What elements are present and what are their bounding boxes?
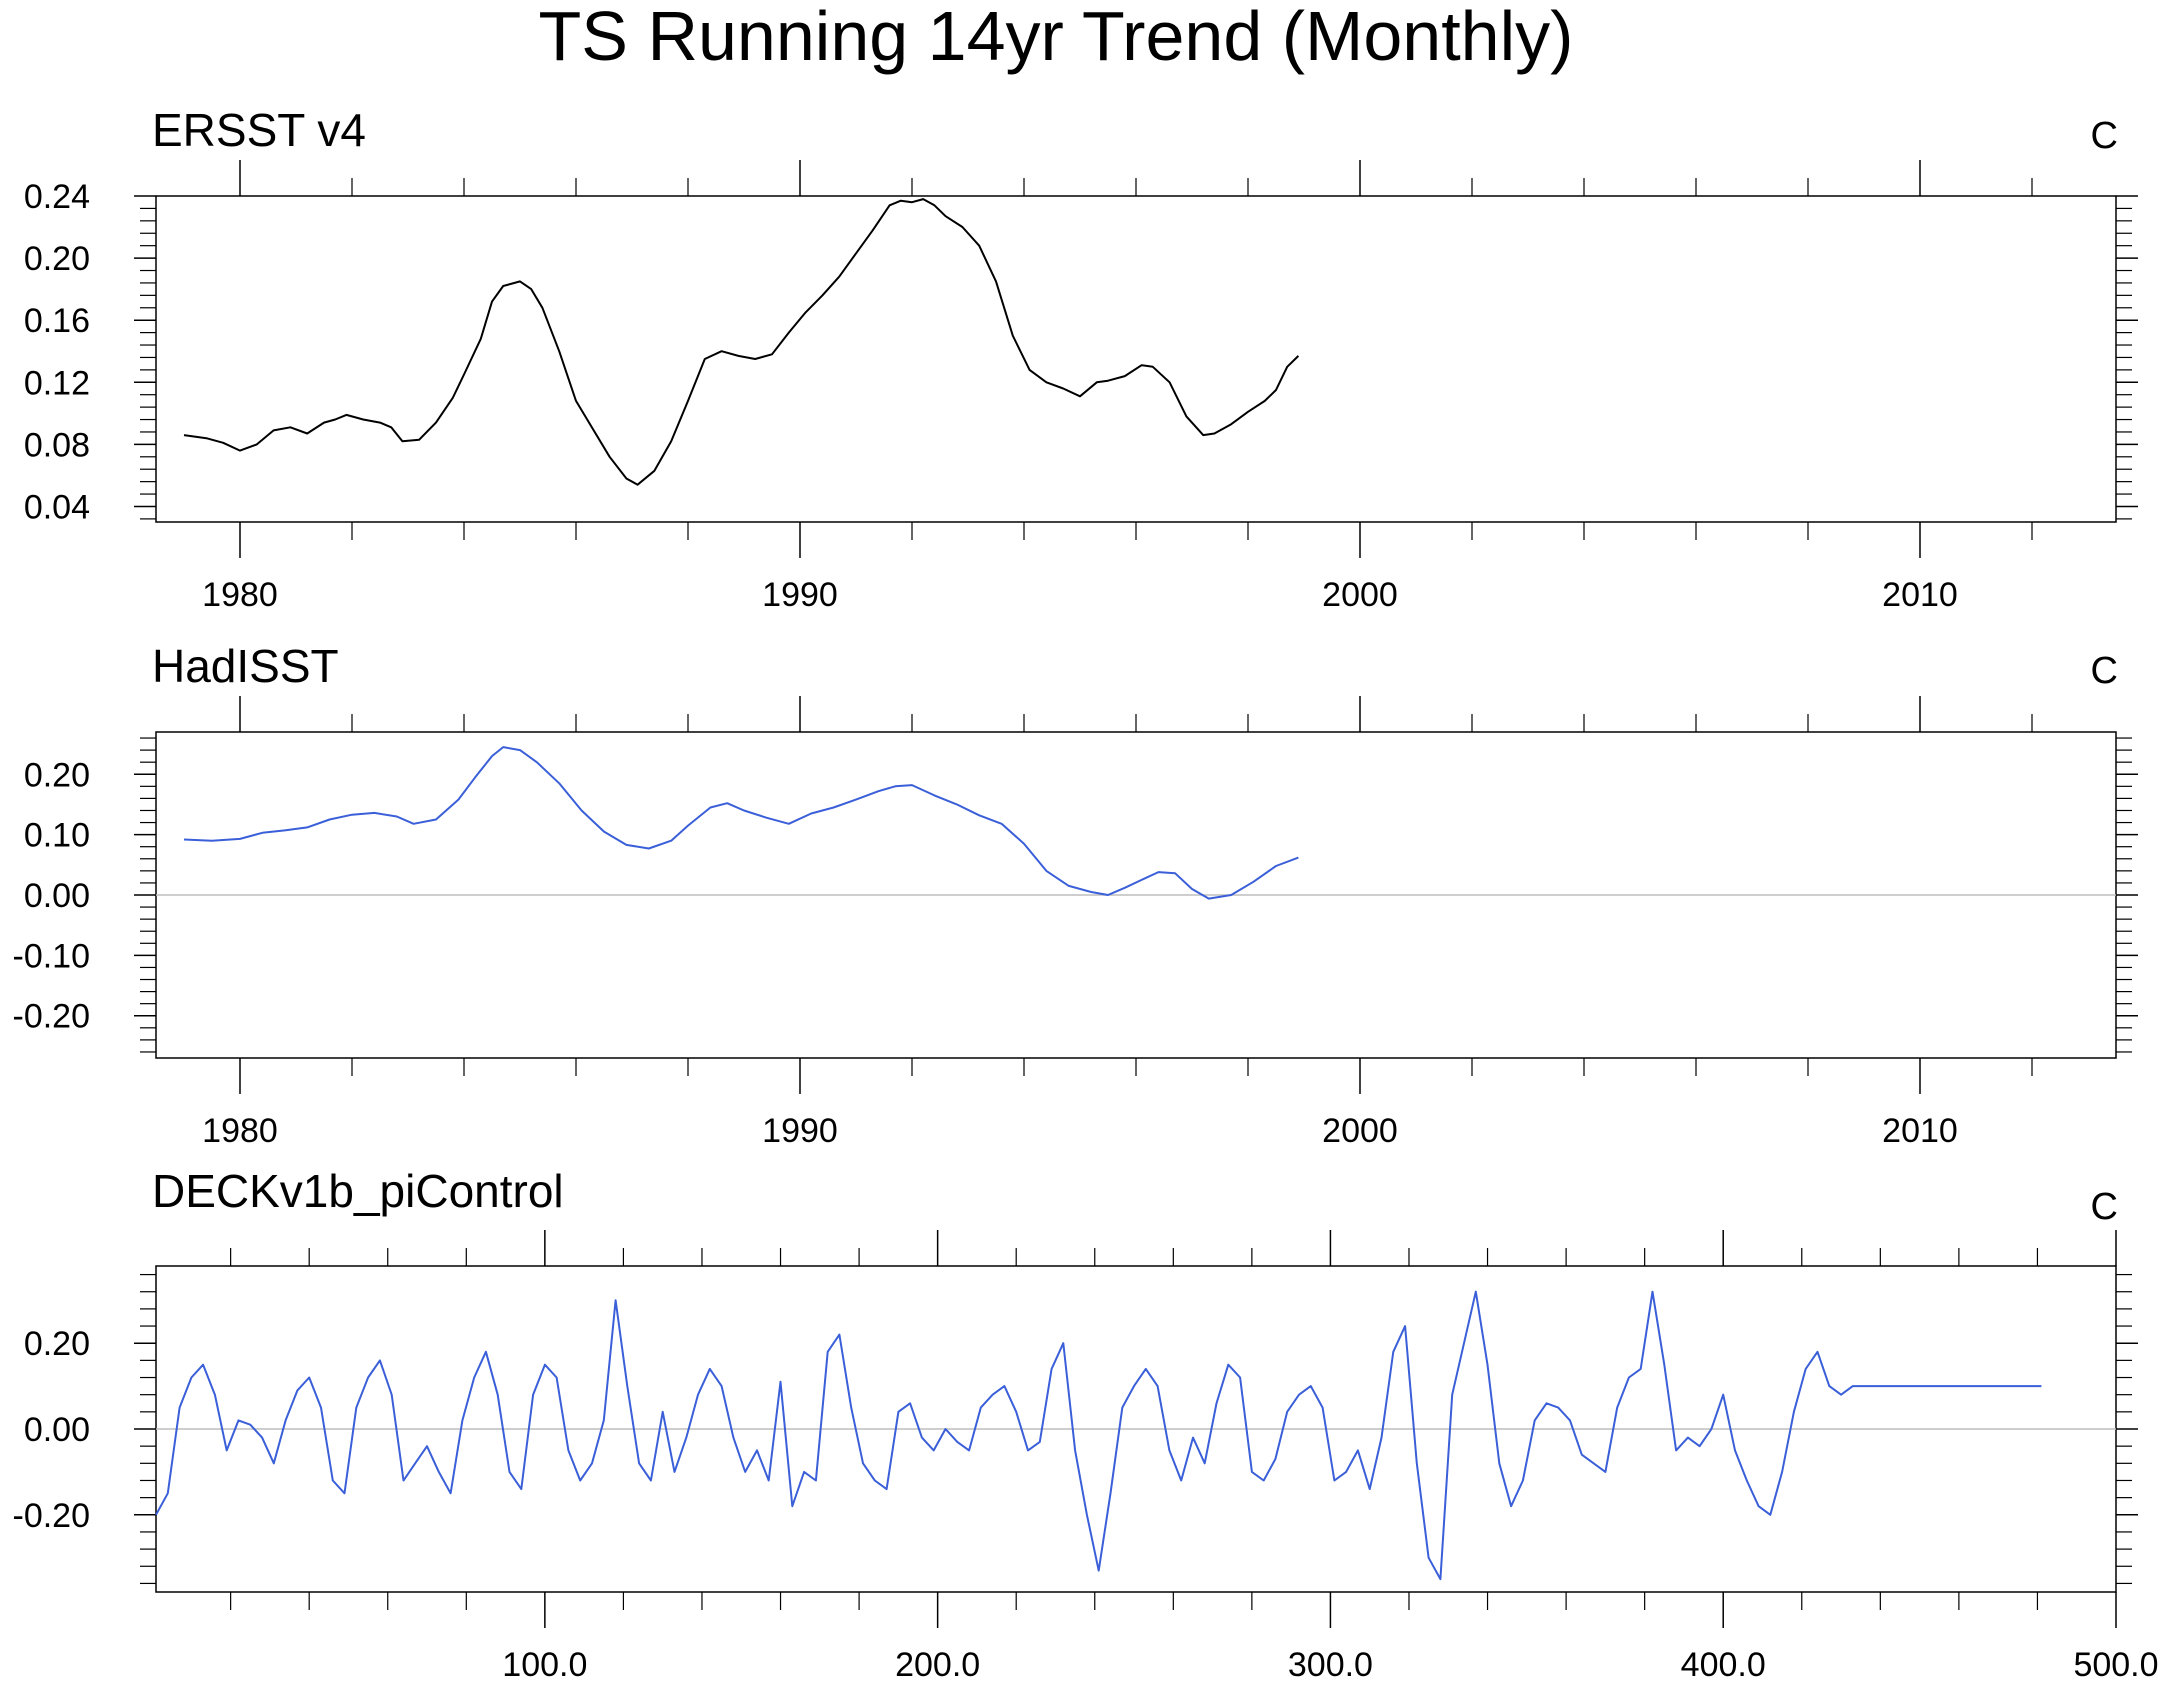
plot-marks: 1980 1990 2000 2010 0.04 0.08 0.12 0.16 0.20 0.24: [24, 160, 2138, 614]
y-tick-label: -0.20: [13, 998, 91, 1036]
y-tick-label: -0.10: [13, 937, 91, 975]
plot-marks: 100.0 200.0 300.0 400.0 500.0 -0.20 0.00 0.20: [13, 1230, 2159, 1684]
panel-ersst: ERSST v4 C 1980 1990 2000 2010 0.04 0.08 0.12 0…: [24, 104, 2138, 614]
x-tick-label: 1990: [762, 576, 838, 614]
y-tick-label: 0.04: [24, 488, 90, 526]
x-tick-label: 1980: [202, 576, 278, 614]
y-tick-label: 0.00: [24, 877, 90, 915]
series-line: [183, 198, 1300, 486]
x-tick-label: 1980: [202, 1112, 278, 1150]
x-tick-label: 2000: [1322, 576, 1398, 614]
y-tick-label: -0.20: [13, 1497, 91, 1535]
x-tick-label: 2010: [1882, 576, 1958, 614]
x-tick-label: 2000: [1322, 1112, 1398, 1150]
plot-marks: 1980 1990 2000 2010 -0.20 -0.10 0.00 0.10 0.20: [13, 696, 2138, 1150]
plot-area: [155, 195, 2117, 523]
units-label: C: [2091, 115, 2118, 157]
y-tick-label: 0.20: [24, 240, 90, 278]
x-tick-label: 1990: [762, 1112, 838, 1150]
x-tick-label: 300.0: [1288, 1646, 1373, 1684]
y-tick-label: 0.24: [24, 178, 90, 216]
x-tick-label: 200.0: [895, 1646, 980, 1684]
panel-hadisst: HadISST C 1980 1990 2000 2010 -0.20 -0.10 0.00…: [13, 640, 2138, 1150]
y-tick-label: 0.00: [24, 1411, 90, 1449]
panel-title: DECKv1b_piControl: [152, 1165, 564, 1217]
units-label: C: [2091, 1186, 2118, 1228]
y-tick-label: 0.10: [24, 817, 90, 855]
figure-title: TS Running 14yr Trend (Monthly): [539, 0, 1574, 75]
y-tick-label: 0.20: [24, 1325, 90, 1363]
panel-title: HadISST: [152, 640, 339, 692]
y-tick-label: 0.12: [24, 364, 90, 402]
x-tick-label: 500.0: [2073, 1646, 2158, 1684]
y-tick-label: 0.16: [24, 302, 90, 340]
units-label: C: [2091, 650, 2118, 692]
y-tick-label: 0.08: [24, 426, 90, 464]
x-tick-label: 100.0: [502, 1646, 587, 1684]
series-line: [183, 746, 1299, 900]
x-tick-label: 400.0: [1681, 1646, 1766, 1684]
y-tick-label: 0.20: [24, 756, 90, 794]
panel-title: ERSST v4: [152, 104, 366, 156]
x-tick-label: 2010: [1882, 1112, 1958, 1150]
series-line: [155, 1290, 2042, 1581]
panel-deck-picontrol: DECKv1b_piControl C 100.0 200.0 300.0 400.0…: [13, 1165, 2159, 1684]
